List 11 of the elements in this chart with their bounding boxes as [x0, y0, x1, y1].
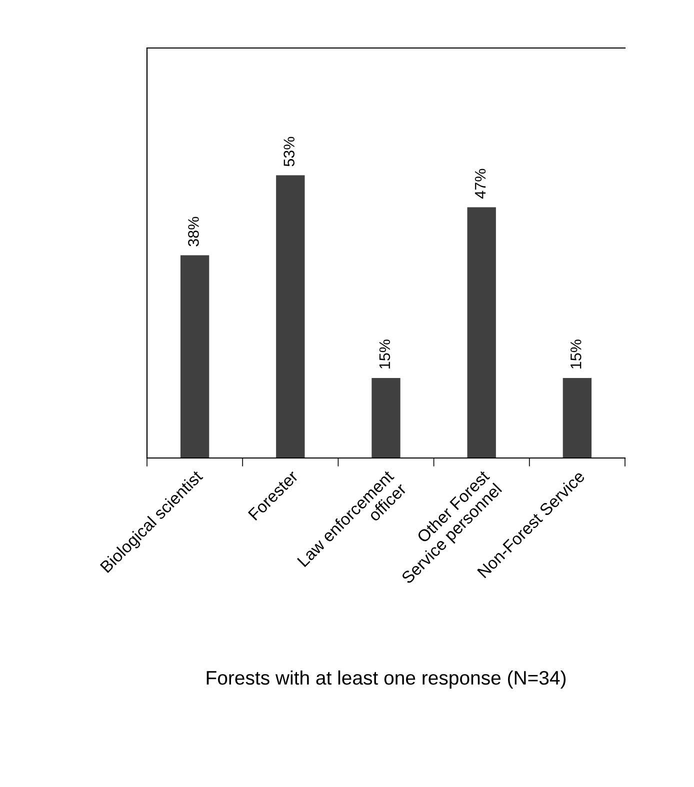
bar: [467, 207, 496, 458]
bar: [180, 255, 210, 458]
bar: [562, 378, 592, 458]
data-label: 53%: [284, 136, 294, 166]
data-label: 15%: [379, 340, 390, 368]
bar: [276, 175, 305, 458]
bar: [372, 378, 400, 458]
data-label: 38%: [188, 216, 199, 246]
data-label: 15%: [570, 340, 582, 368]
x-axis-title: Forests with at least one response (N=34): [206, 670, 566, 689]
data-label: 47%: [474, 168, 486, 199]
